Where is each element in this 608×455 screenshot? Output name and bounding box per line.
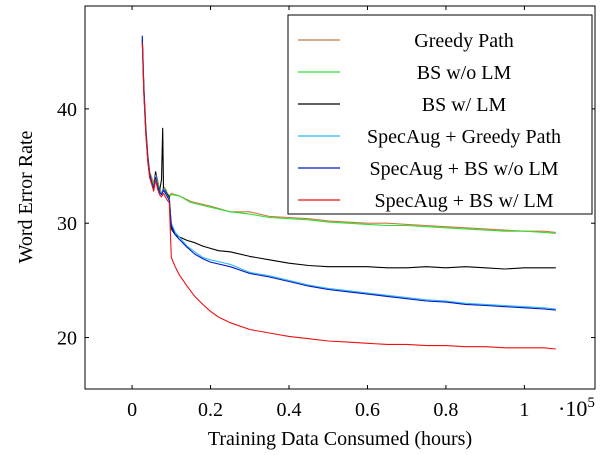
y-tick-label: 40: [57, 99, 77, 121]
x-axis-ticks: 0 0.2 0.4 0.6 0.8 1: [127, 6, 529, 421]
y-tick-label: 30: [57, 213, 77, 235]
y-axis-ticks: 20 30 40: [57, 99, 595, 350]
legend-label-6: SpecAug + BS w/ LM: [374, 190, 553, 212]
x-axis-label: Training Data Consumed (hours): [208, 428, 472, 450]
x-tick-label: 0.8: [433, 399, 458, 421]
x-axis-multiplier: ·105: [558, 395, 595, 421]
legend-label-2: BS w/o LM: [417, 62, 512, 84]
x-tick-label: 0.6: [355, 399, 380, 421]
series-line-6: [141, 42, 556, 350]
x-tick-label: 0.4: [277, 399, 302, 421]
plot-area-frame: [84, 5, 596, 390]
y-tick-label: 20: [57, 328, 77, 350]
x-tick-label: 0: [127, 399, 137, 421]
legend-label-3: BS w/ LM: [422, 94, 507, 116]
y-axis-label: Word Error Rate: [15, 130, 37, 263]
x-tick-label: 0.2: [198, 399, 223, 421]
legend: Greedy Path BS w/o LM BS w/ LM SpecAug + Gr…: [287, 14, 593, 215]
series-line-3: [141, 40, 556, 270]
legend-box: [287, 14, 593, 215]
legend-label-5: SpecAug + BS w/o LM: [369, 158, 558, 180]
legend-label-1: Greedy Path: [414, 30, 513, 52]
x-tick-label: 1: [519, 399, 529, 421]
plot-lines: [141, 35, 556, 350]
legend-label-4: SpecAug + Greedy Path: [367, 126, 561, 148]
